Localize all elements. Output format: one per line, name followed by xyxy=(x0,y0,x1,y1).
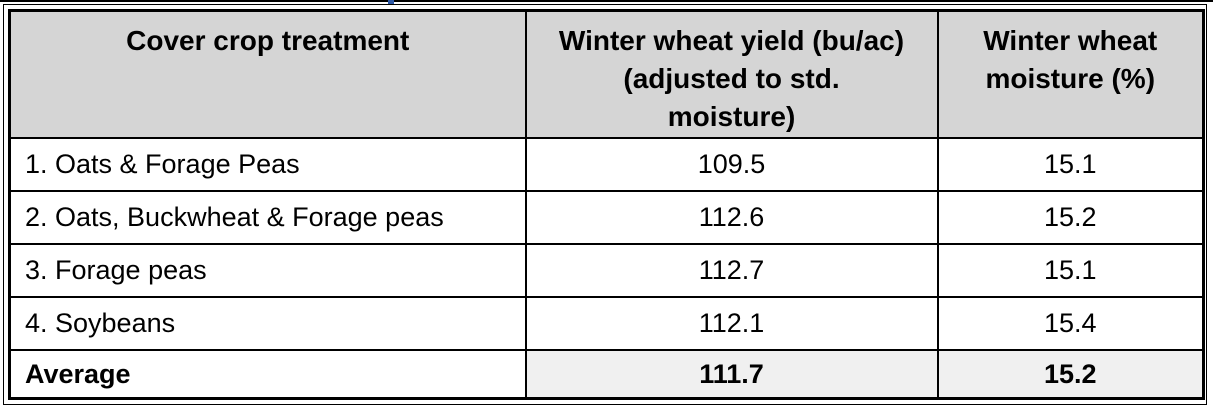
table-header-row: Cover crop treatment Winter wheat yield … xyxy=(8,9,1205,139)
header-treatment-label: Cover crop treatment xyxy=(126,25,410,56)
average-row: Average 111.7 15.2 xyxy=(8,349,1205,400)
header-cell-treatment: Cover crop treatment xyxy=(8,9,527,139)
header-yield-line2: (adjusted to std. xyxy=(623,63,840,94)
moisture-cell: 15.4 xyxy=(936,296,1205,351)
header-cell-yield: Winter wheat yield (bu/ac) (adjusted to … xyxy=(524,9,939,139)
cropped-text-descender-artifact xyxy=(388,0,394,5)
yield-cell: 109.5 xyxy=(524,137,939,192)
header-yield-line1: Winter wheat yield (bu/ac) xyxy=(558,25,905,56)
average-label-cell: Average xyxy=(8,349,527,400)
table-outer-frame: Cover crop treatment Winter wheat yield … xyxy=(3,4,1207,405)
table-row: 2. Oats, Buckwheat & Forage peas 112.6 1… xyxy=(8,190,1205,245)
table-row: 3. Forage peas 112.7 15.1 xyxy=(8,243,1205,298)
moisture-cell: 15.1 xyxy=(936,243,1205,298)
cover-crop-results-table: Cover crop treatment Winter wheat yield … xyxy=(8,9,1205,400)
table-row: 1. Oats & Forage Peas 109.5 15.1 xyxy=(8,137,1205,192)
cropped-content-line-artifact xyxy=(0,0,1213,2)
moisture-cell: 15.2 xyxy=(936,190,1205,245)
treatment-cell: 3. Forage peas xyxy=(8,243,527,298)
yield-cell: 112.1 xyxy=(524,296,939,351)
yield-cell: 112.7 xyxy=(524,243,939,298)
header-yield-line3: moisture) xyxy=(667,101,796,132)
treatment-cell: 1. Oats & Forage Peas xyxy=(8,137,527,192)
average-yield-cell: 111.7 xyxy=(524,349,939,400)
treatment-cell: 4. Soybeans xyxy=(8,296,527,351)
header-moisture-line1: Winter wheat xyxy=(983,25,1158,56)
header-cell-moisture: Winter wheat moisture (%) xyxy=(936,9,1205,139)
header-moisture-line2: moisture (%) xyxy=(985,63,1156,94)
average-moisture-cell: 15.2 xyxy=(936,349,1205,400)
moisture-cell: 15.1 xyxy=(936,137,1205,192)
table-row: 4. Soybeans 112.1 15.4 xyxy=(8,296,1205,351)
yield-cell: 112.6 xyxy=(524,190,939,245)
treatment-cell: 2. Oats, Buckwheat & Forage peas xyxy=(8,190,527,245)
